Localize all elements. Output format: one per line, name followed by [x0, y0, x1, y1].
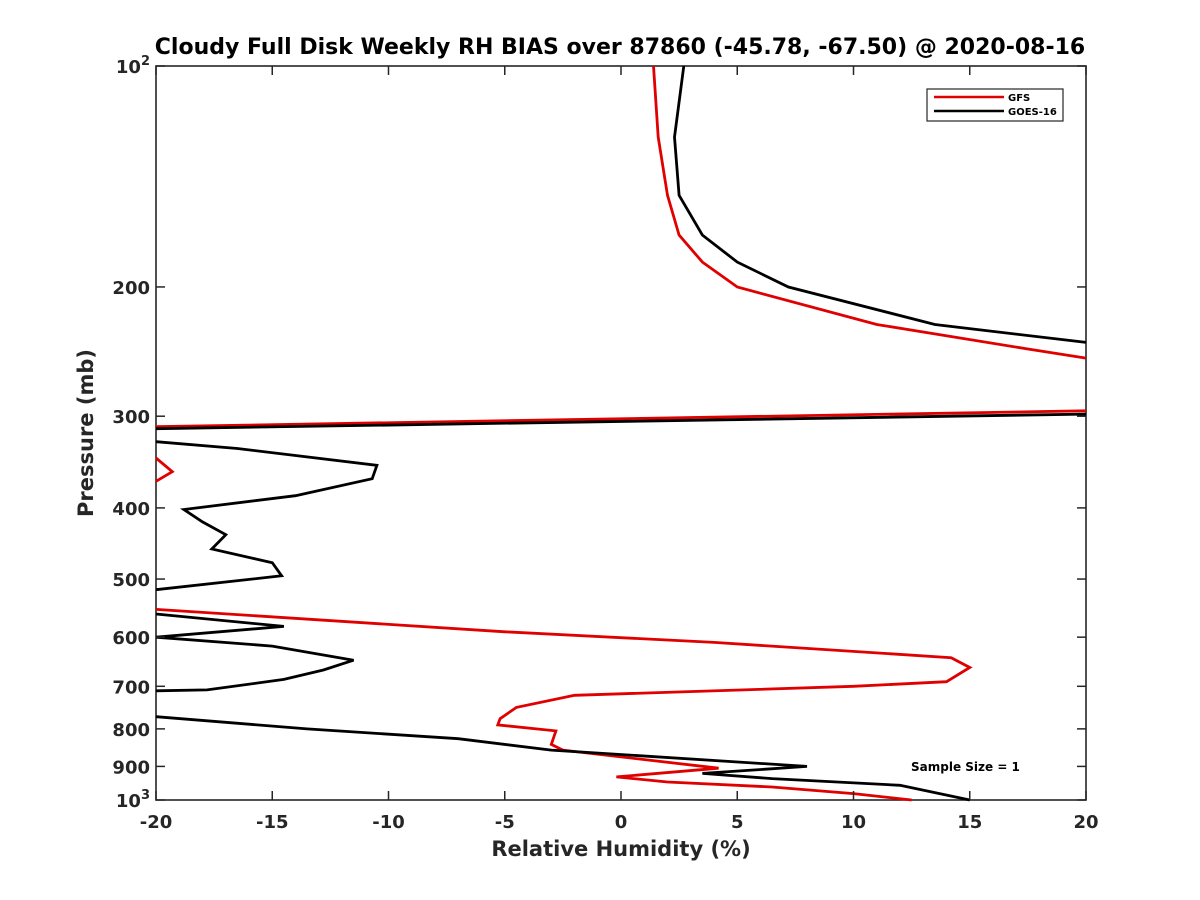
legend-label-gfs: GFS	[1008, 93, 1030, 104]
y-axis-label: Pressure (mb)	[74, 349, 98, 517]
legend-label-goes-16: GOES-16	[1008, 107, 1057, 118]
series-line-goes-16-segment-1	[673, 65, 1087, 344]
x-axis-label: Relative Humidity (%)	[491, 837, 750, 861]
series-line-goes-16-segment-4	[155, 612, 355, 693]
x-tick-label: 0	[615, 812, 628, 833]
x-tick-label: 10	[841, 812, 866, 833]
x-tick-label: -5	[495, 812, 515, 833]
series-line-gfs-segment-3	[155, 456, 175, 483]
series-line-gfs-segment-4	[155, 608, 973, 802]
x-tick-label: -10	[372, 812, 405, 833]
chart-title: Cloudy Full Disk Weekly RH BIAS over 878…	[155, 35, 1085, 60]
y-axis-ticks: 102 200 300 400 500 600 700 800 900 103	[112, 54, 1086, 812]
y-tick-label: 103	[116, 788, 150, 812]
x-tick-label: -20	[140, 812, 173, 833]
series-layer	[155, 65, 1087, 802]
sample-size-annotation: Sample Size = 1	[911, 760, 1020, 774]
series-line-goes-16-segment-2	[155, 412, 1087, 431]
y-tick-label: 500	[112, 570, 150, 591]
y-tick-label: 400	[112, 499, 150, 520]
y-tick-label: 800	[112, 720, 150, 741]
y-tick-label: 900	[112, 757, 150, 778]
x-tick-label: 5	[731, 812, 744, 833]
x-tick-label: 20	[1073, 812, 1098, 833]
y-tick-label: 200	[112, 278, 150, 299]
x-axis-ticks: -20 -15 -10 -5 0 5 10 15 20	[140, 66, 1099, 833]
x-tick-label: 15	[957, 812, 982, 833]
legend: GFS GOES-16	[926, 88, 1064, 122]
legend-box	[926, 88, 1064, 122]
series-line-goes-16-segment-3	[155, 440, 379, 592]
y-tick-label: 102	[116, 54, 150, 78]
series-line-gfs-segment-2	[155, 409, 1087, 429]
series-line-gfs-segment-1	[652, 65, 1087, 360]
series-line-goes-16-segment-5	[155, 715, 971, 802]
y-tick-label: 300	[112, 407, 150, 428]
x-tick-label: -15	[256, 812, 289, 833]
y-tick-label: 600	[112, 628, 150, 649]
y-tick-label: 700	[112, 677, 150, 698]
